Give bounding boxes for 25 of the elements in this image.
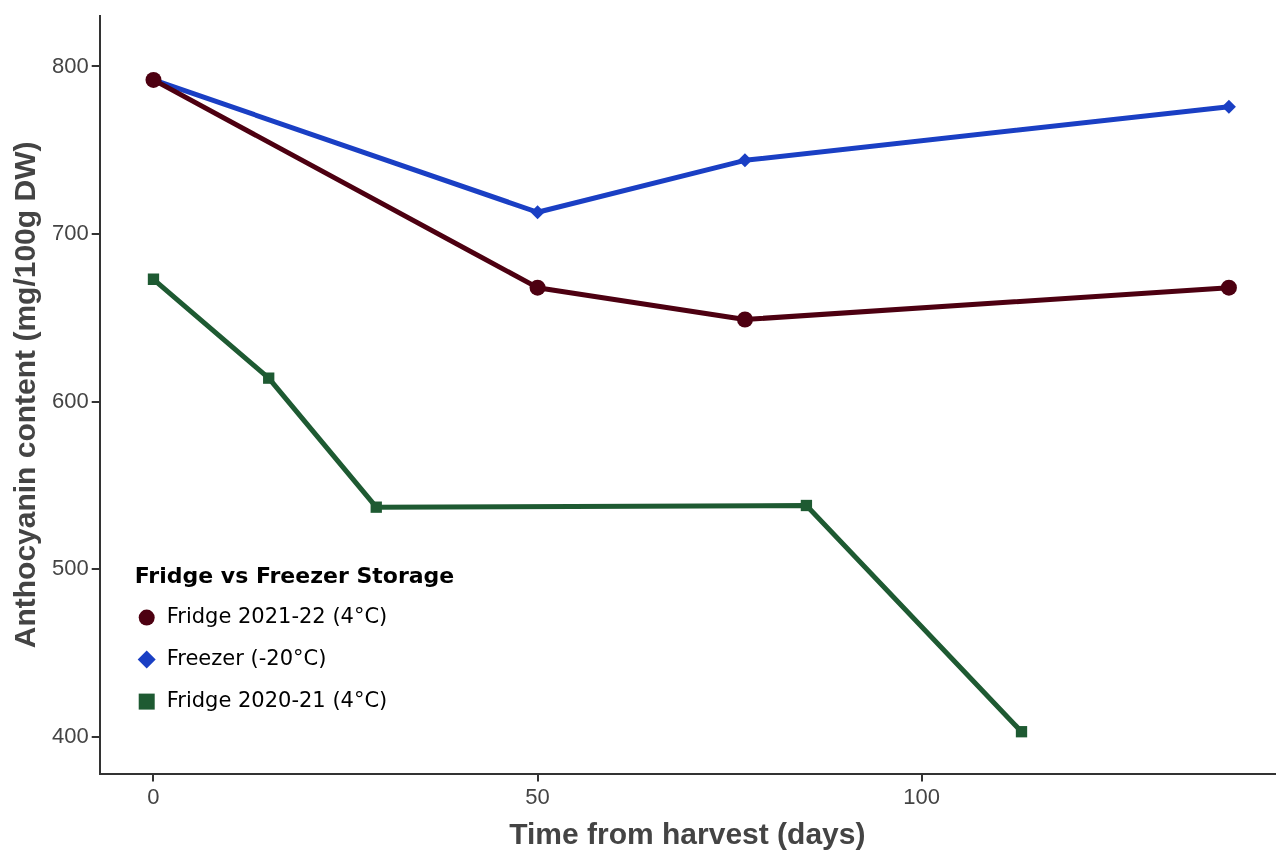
y-tick-label: 700 — [51, 220, 89, 246]
legend-title: Fridge vs Freezer Storage — [134, 563, 455, 589]
y-tick-label: 400 — [51, 722, 89, 748]
point — [370, 501, 382, 513]
y-tick-label: 600 — [51, 387, 89, 413]
point — [800, 499, 813, 512]
point — [147, 273, 160, 285]
legend-label: Fridge 2021-22 (4°C) — [166, 604, 388, 629]
x-tick-label: 0 — [147, 783, 160, 809]
legend-label: Fridge 2020-21 (4°C) — [166, 688, 388, 713]
point — [263, 372, 275, 384]
y-tick-label: 800 — [51, 52, 89, 78]
point — [737, 153, 752, 168]
point — [529, 279, 546, 296]
legend-label: Freezer (-20°C) — [166, 646, 327, 671]
point — [736, 311, 753, 328]
point — [530, 205, 545, 220]
x-axis-title: Time from harvest (days) — [509, 817, 866, 851]
x-tick-label: 100 — [903, 783, 940, 809]
point — [1221, 99, 1236, 114]
point — [1220, 279, 1237, 296]
point — [1015, 726, 1028, 738]
y-axis-title: Anthocyanin content (mg/100g DW) — [8, 141, 42, 649]
y-tick-label: 500 — [51, 555, 89, 581]
x-tick-label: 50 — [525, 783, 550, 809]
